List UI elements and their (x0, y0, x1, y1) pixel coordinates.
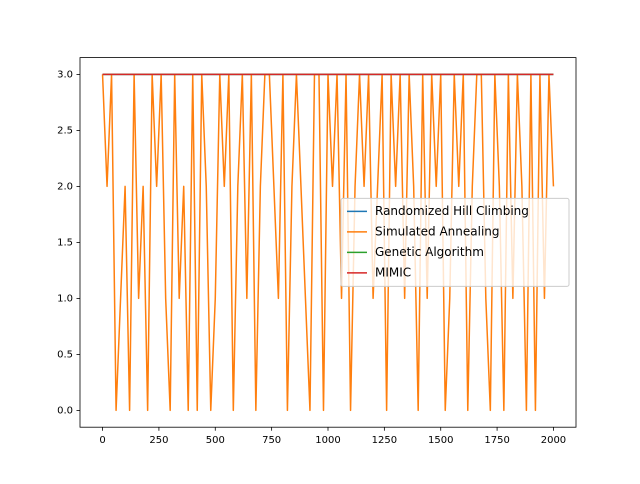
legend: Randomized Hill Climbing Simulated Anneal… (340, 197, 570, 287)
x-tick-label: 2000 (541, 435, 566, 446)
x-tick-label: 1000 (315, 435, 340, 446)
x-tick-label: 750 (262, 435, 281, 446)
y-tick-label: 2.0 (57, 181, 73, 192)
legend-box (340, 197, 570, 287)
y-tick-label: 0.5 (57, 349, 73, 360)
legend-label: Genetic Algorithm (375, 245, 484, 259)
plot-frame (79, 57, 577, 428)
x-tick-label: 1750 (484, 435, 509, 446)
y-tick-label: 3.0 (57, 69, 73, 80)
legend-label: Randomized Hill Climbing (375, 204, 529, 218)
x-tick-label: 500 (206, 435, 225, 446)
y-tick-label: 1.5 (57, 237, 73, 248)
y-tick-label: 2.5 (57, 125, 73, 136)
y-tick-label: 1.0 (57, 293, 73, 304)
x-tick-label: 1500 (428, 435, 453, 446)
y-tick-label: 0.0 (57, 405, 73, 416)
legend-label: Simulated Annealing (375, 224, 500, 238)
x-tick-label: 1250 (372, 435, 397, 446)
legend-label: MIMIC (375, 265, 411, 279)
x-tick-label: 0 (99, 435, 105, 446)
x-tick-label: 250 (149, 435, 168, 446)
